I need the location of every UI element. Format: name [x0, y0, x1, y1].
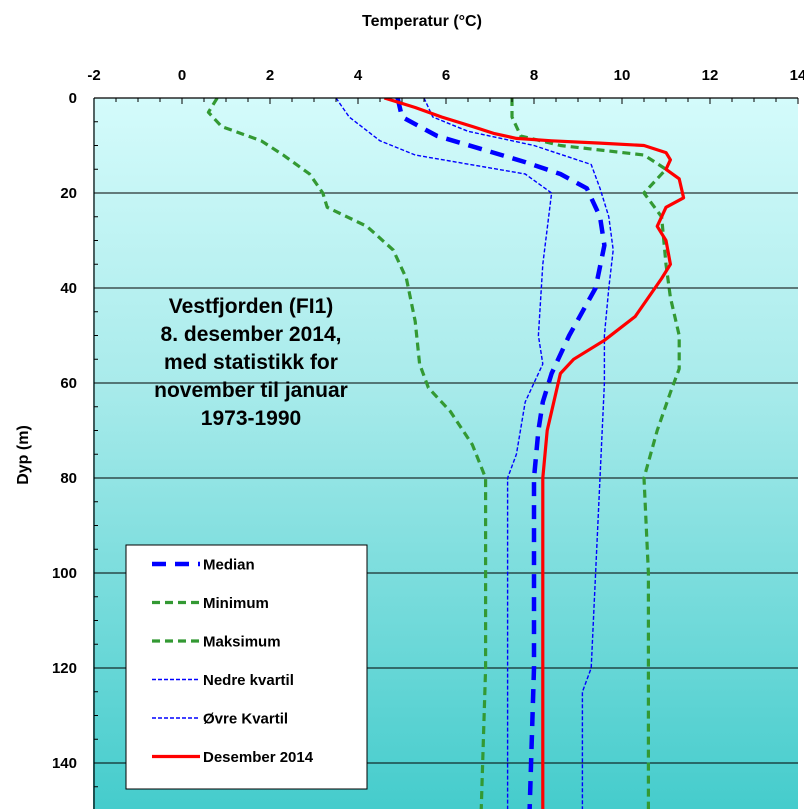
- series-line-minimum: [206, 98, 488, 809]
- x-tick-label: 10: [614, 67, 631, 84]
- x-axis-title: Temperatur (°C): [362, 13, 482, 30]
- y-tick-label: 40: [60, 280, 77, 297]
- series-group: [206, 98, 686, 809]
- legend-label-nedre-kvartil: Nedre kvartil: [203, 672, 294, 689]
- y-tick-label: 100: [52, 565, 77, 582]
- y-tick-label: 80: [60, 470, 77, 487]
- x-tick-label: -2: [87, 67, 100, 84]
- series-line-vre-kvartil: [423, 98, 614, 809]
- series-line-nedre-kvartil: [335, 98, 553, 809]
- y-tick-label: 140: [52, 755, 77, 772]
- legend-label-minimum: Minimum: [203, 595, 269, 612]
- series-line-desember-2014: [383, 98, 686, 809]
- y-tick-label: 20: [60, 185, 77, 202]
- x-tick-label: 6: [442, 67, 450, 84]
- gridlines: [94, 192, 798, 764]
- legend-label-desember-2014: Desember 2014: [203, 749, 314, 766]
- x-tick-label: 8: [530, 67, 538, 84]
- y-axis-title: Dyp (m): [15, 425, 32, 485]
- y-tick-label: 120: [52, 660, 77, 677]
- annotation-line-1: Vestfjorden (FI1): [169, 295, 334, 318]
- legend-label-median: Median: [203, 557, 255, 574]
- chart-annotation: Vestfjorden (FI1) 8. desember 2014, med …: [154, 295, 348, 430]
- annotation-line-3: med statistikk for: [164, 351, 338, 374]
- x-tick-label: 2: [266, 67, 274, 84]
- x-tick-label: 14: [790, 67, 804, 84]
- series-line-median: [395, 98, 607, 809]
- x-tick-label: 12: [702, 67, 719, 84]
- legend-box: [125, 544, 368, 790]
- x-tick-label: 4: [354, 67, 363, 84]
- y-tick-label: 0: [69, 90, 77, 107]
- annotation-line-2: 8. desember 2014,: [161, 323, 342, 346]
- legend: Median Minimum Maksimum Nedre kvartil Øvre K…: [125, 544, 368, 790]
- legend-label-vre-kvartil: Øvre Kvartil: [203, 711, 288, 728]
- x-tick-label: 0: [178, 67, 186, 84]
- annotation-line-5: 1973-1990: [201, 407, 301, 430]
- legend-label-maksimum: Maksimum: [203, 634, 281, 651]
- series-line-maksimum: [510, 98, 681, 809]
- y-tick-label: 60: [60, 375, 77, 392]
- annotation-line-4: november til januar: [154, 379, 348, 402]
